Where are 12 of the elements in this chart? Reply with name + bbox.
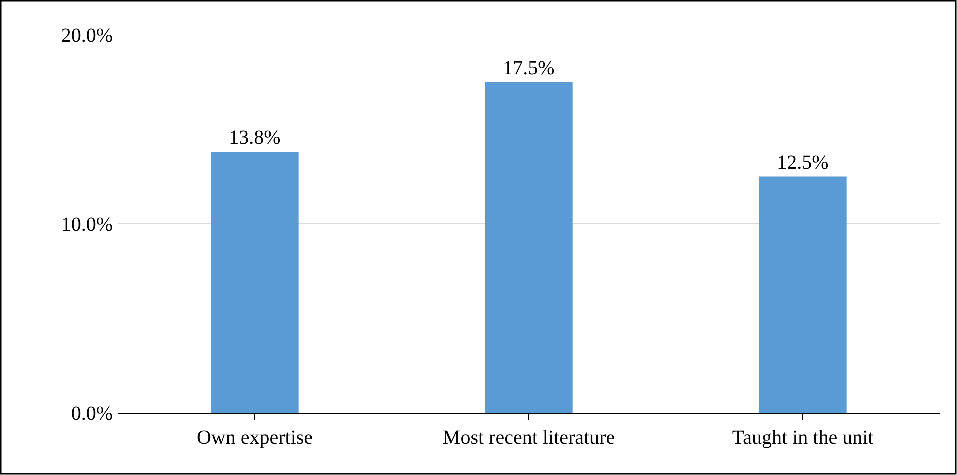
x-tick-label: Own expertise: [196, 427, 314, 449]
bar: [211, 152, 299, 413]
y-tick-label: 10.0%: [61, 214, 113, 236]
data-label: 13.8%: [229, 127, 281, 150]
x-tick-label: Taught in the unit: [732, 427, 874, 449]
bar: [759, 176, 847, 413]
y-tick-label: 0.0%: [71, 403, 113, 425]
data-label: 12.5%: [777, 152, 829, 174]
x-tick-label: Most recent literature: [442, 427, 616, 449]
y-tick-label: 20.0%: [61, 25, 113, 47]
bar: [485, 82, 573, 413]
data-label: 17.5%: [503, 57, 555, 80]
